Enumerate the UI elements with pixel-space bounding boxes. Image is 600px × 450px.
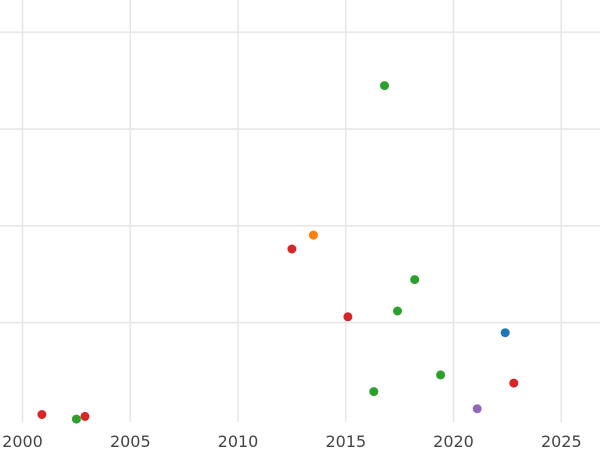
data-point <box>80 411 90 421</box>
x-tick-label: 2015 <box>325 432 366 450</box>
data-point <box>380 81 389 91</box>
data-point <box>410 275 420 285</box>
x-tick-label: 2005 <box>110 432 151 450</box>
data-point <box>287 244 297 254</box>
data-point <box>436 370 446 380</box>
data-point <box>509 378 519 388</box>
data-point <box>369 387 379 397</box>
data-point <box>343 312 353 322</box>
data-point <box>37 410 47 419</box>
grid <box>0 0 600 422</box>
x-tick-label: 2000 <box>2 432 43 450</box>
data-point <box>472 404 482 414</box>
data-point <box>393 306 402 316</box>
data-point <box>71 414 81 424</box>
data-point <box>500 328 510 338</box>
x-tick-label: 2020 <box>433 432 474 450</box>
data-point <box>308 230 318 240</box>
x-tick-label: 2010 <box>218 432 259 450</box>
x-tick-label: 2025 <box>541 432 582 450</box>
x-axis-tick-labels: 2000 2005 2010 2015 2020 2025 <box>2 432 582 450</box>
data-points <box>37 81 519 424</box>
